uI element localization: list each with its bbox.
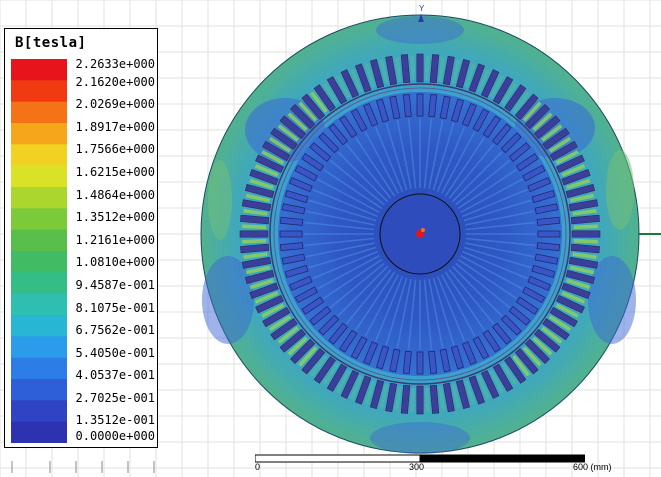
shaft-hotspot-inner <box>421 228 425 232</box>
scale-bar: 0 300 600 (mm) <box>254 450 612 477</box>
legend-swatch <box>11 336 67 359</box>
legend-value: 0.0000e+000 <box>75 429 155 443</box>
air-gap-outer <box>269 83 571 385</box>
scale-label-300: 300 <box>409 462 425 472</box>
legend-value: 2.7025e-001 <box>75 390 155 405</box>
legend-value: 1.2161e+000 <box>75 232 155 247</box>
legend-value: 1.0810e+000 <box>75 255 155 270</box>
air-gap-inner <box>273 87 567 381</box>
scale-label-0: 0 <box>255 462 261 472</box>
legend-swatch <box>11 421 67 443</box>
legend-value: 2.1620e+000 <box>75 74 155 89</box>
scale-label-600: 600 (mm) <box>573 462 612 472</box>
legend-value: 1.8917e+000 <box>75 119 155 134</box>
legend-swatch <box>11 101 67 124</box>
legend-swatch <box>11 272 67 295</box>
legend-value: 1.7566e+000 <box>75 142 155 157</box>
legend-value: 2.2633e+000 <box>75 57 155 71</box>
legend-value: 1.4864e+000 <box>75 187 155 202</box>
legend-value: 1.6215e+000 <box>75 164 155 179</box>
legend-value: 9.4587e-001 <box>75 277 155 292</box>
legend-swatch <box>11 208 67 231</box>
legend-swatch <box>11 187 67 209</box>
y-axis-label: Y <box>419 4 425 13</box>
bottom-ruler-ticks <box>11 461 155 473</box>
y-axis-arrow-icon <box>418 14 424 22</box>
stator-slots <box>239 53 601 415</box>
legend-value: 8.1075e-001 <box>75 300 155 315</box>
rotor-slots <box>279 93 561 375</box>
legend-value: 6.7562e-001 <box>75 323 155 338</box>
legend-color-bar <box>11 59 67 443</box>
rotor-flux-rays <box>304 118 536 350</box>
legend-value: 1.3512e-001 <box>75 413 155 428</box>
legend-swatch <box>11 400 67 423</box>
legend-value-list: 2.2633e+000 2.1620e+000 2.0269e+000 1.8917e… <box>75 57 157 443</box>
legend-swatch <box>11 229 67 252</box>
legend-title: B[tesla] <box>15 35 87 51</box>
legend-swatch <box>11 123 67 145</box>
legend-swatch <box>11 251 67 273</box>
legend-swatch <box>11 80 67 103</box>
field-legend[interactable]: B[tesla] 2.2633e+000 2.1620e+000 2.0269e+0… <box>4 28 158 448</box>
legend-swatch <box>11 315 67 337</box>
legend-value: 2.0269e+000 <box>75 97 155 112</box>
legend-swatch <box>11 293 67 316</box>
legend-swatch <box>11 357 67 380</box>
legend-swatch <box>11 379 67 401</box>
legend-swatch <box>11 165 67 188</box>
legend-value: 4.0537e-001 <box>75 368 155 383</box>
legend-value: 1.3512e+000 <box>75 210 155 225</box>
legend-swatch <box>11 144 67 167</box>
shaft-hotspot <box>416 230 424 238</box>
legend-value: 5.4050e-001 <box>75 345 155 360</box>
legend-swatch <box>11 59 67 81</box>
